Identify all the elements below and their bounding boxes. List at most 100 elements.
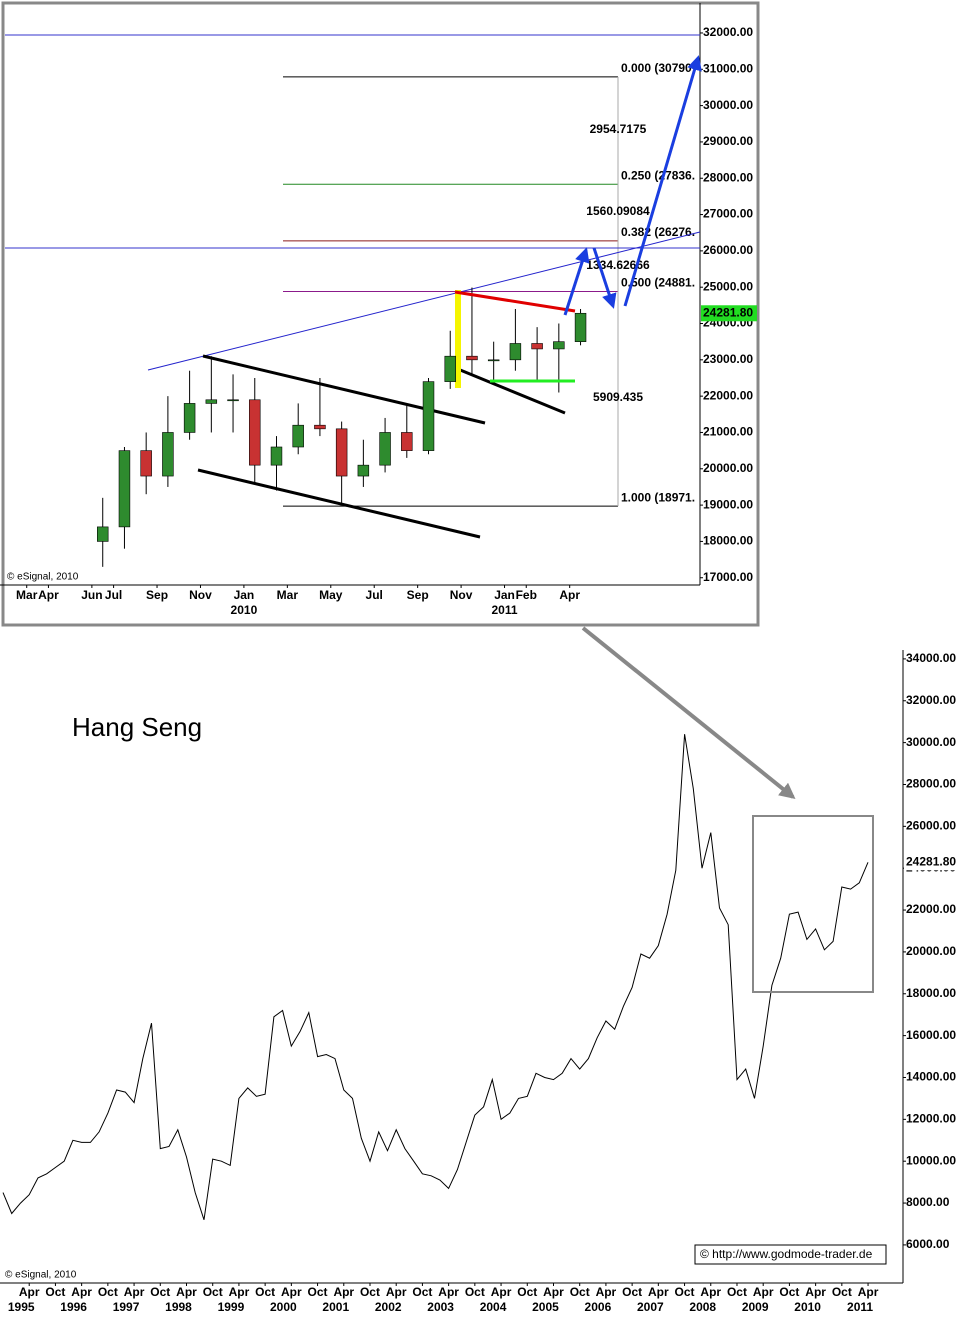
x-tick-label: Apr	[281, 1285, 302, 1299]
y-tick-label: 17000.00	[703, 570, 753, 584]
x-tick-label: Apr	[386, 1285, 407, 1299]
x-tick-label: Oct	[675, 1285, 695, 1299]
fib-label: 1.000 (18971.	[621, 490, 695, 504]
top-drawings	[5, 34, 700, 539]
year-label: 2010	[231, 603, 258, 617]
x-tick-label: Oct	[412, 1285, 432, 1299]
x-tick-label: Oct	[832, 1285, 852, 1299]
zoom-arrow	[581, 626, 796, 800]
x-tick-label: Apr	[438, 1285, 459, 1299]
year-label: 2011	[492, 603, 518, 617]
x-tick-label: Sep	[407, 588, 429, 602]
year-label: 2007	[637, 1300, 664, 1314]
forecast-arrow	[563, 247, 590, 316]
x-tick-label: Apr	[491, 1285, 512, 1299]
x-tick-label: Jan	[494, 588, 515, 602]
year-label: 2003	[427, 1300, 454, 1314]
candle-body	[379, 432, 391, 466]
y-tick-label: 18000.00	[906, 986, 956, 1000]
year-label: 2000	[270, 1300, 297, 1314]
year-label: 1998	[165, 1300, 192, 1314]
candle-body	[531, 343, 543, 350]
y-tick-label: 19000.00	[703, 497, 753, 511]
fib-label: 0.382 (26276.	[621, 225, 695, 239]
y-tick-label: 31000.00	[703, 61, 753, 75]
year-label: 2004	[480, 1300, 507, 1314]
y-tick-label: 32000.00	[906, 693, 956, 707]
y-tick-label: 26000.00	[906, 819, 956, 833]
channel-line	[202, 354, 486, 425]
candle-body	[553, 341, 565, 350]
y-tick-label: 28000.00	[703, 170, 753, 184]
y-tick-label: 30000.00	[906, 735, 956, 749]
candle-body	[357, 464, 370, 477]
x-tick-label: Jul	[366, 588, 383, 602]
year-label: 1999	[218, 1300, 245, 1314]
resistance-line	[454, 290, 576, 313]
fib-span-label: 2954.7175	[590, 122, 647, 136]
y-tick-label: 14000.00	[906, 1070, 956, 1084]
candle-body	[444, 355, 456, 382]
candle-body	[509, 343, 522, 361]
y-tick-label: 18000.00	[703, 534, 753, 548]
x-tick-label: Oct	[622, 1285, 642, 1299]
year-label: 2009	[742, 1300, 769, 1314]
candle-body	[118, 450, 131, 528]
x-tick-label: Sep	[146, 588, 168, 602]
candle-body	[574, 312, 587, 342]
year-label: 1995	[8, 1300, 35, 1314]
chart-title: Hang Seng	[72, 712, 202, 742]
fib-span-label: 5909.435	[593, 390, 643, 404]
y-tick-label: 10000.00	[906, 1153, 956, 1167]
last-price-box	[701, 305, 757, 322]
x-tick-label: May	[319, 588, 343, 602]
y-tick-label: 12000.00	[906, 1112, 956, 1126]
candle-body	[162, 432, 174, 477]
x-tick-label: Apr	[805, 1285, 826, 1299]
y-tick-label: 23000.00	[703, 352, 753, 366]
fib-label: 0.000 (30790	[621, 61, 692, 75]
x-tick-label: Apr	[753, 1285, 774, 1299]
y-tick-label: 6000.00	[906, 1237, 950, 1251]
y-tick-label: 16000.00	[906, 1028, 956, 1042]
x-tick-label: Oct	[150, 1285, 170, 1299]
candle-body	[270, 446, 283, 466]
year-label: 1997	[113, 1300, 140, 1314]
trend-line	[147, 231, 700, 371]
x-tick-label: Apr	[559, 588, 580, 602]
y-tick-label: 27000.00	[703, 207, 753, 221]
forecast-arrow	[623, 55, 702, 307]
year-label: 2001	[322, 1300, 349, 1314]
source-note: © eSignal, 2010	[7, 572, 79, 583]
x-tick-label: Oct	[727, 1285, 747, 1299]
x-tick-label: Jul	[105, 588, 122, 602]
bottom-chart: 6000.00 8000.00 10000.00 12000.00 14000.00 16…	[0, 650, 960, 1314]
y-tick-label: 29000.00	[703, 134, 753, 148]
x-tick-label: Apr	[596, 1285, 617, 1299]
x-tick-label: Oct	[570, 1285, 590, 1299]
source-note: © eSignal, 2010	[5, 1270, 77, 1281]
fib-span-label: 1560.09084	[586, 204, 650, 218]
year-label: 2008	[689, 1300, 716, 1314]
candle-body	[205, 399, 218, 404]
top-overlays	[454, 55, 702, 383]
y-tick-label: 25000.00	[703, 279, 753, 293]
y-tick-label: 34000.00	[906, 651, 956, 665]
top-panel	[1, 1, 760, 627]
candle-body	[292, 424, 304, 448]
x-tick-label: Mar	[277, 588, 299, 602]
x-tick-label: Nov	[450, 588, 473, 602]
y-tick-label: 22000.00	[703, 388, 753, 402]
x-tick-label: Nov	[189, 588, 212, 602]
last-price-label: 24281.80	[703, 305, 753, 319]
x-tick-label: Apr	[176, 1285, 197, 1299]
last-price-label: 24281.80	[906, 854, 956, 868]
y-tick-label: 28000.00	[906, 777, 956, 791]
x-tick-label: Jun	[81, 588, 102, 602]
y-tick-label: 8000.00	[906, 1195, 950, 1209]
credit-box	[694, 1244, 887, 1265]
y-tick-label: 20000.00	[703, 461, 753, 475]
x-tick-label: Apr	[124, 1285, 145, 1299]
y-tick-label: 21000.00	[703, 425, 753, 439]
